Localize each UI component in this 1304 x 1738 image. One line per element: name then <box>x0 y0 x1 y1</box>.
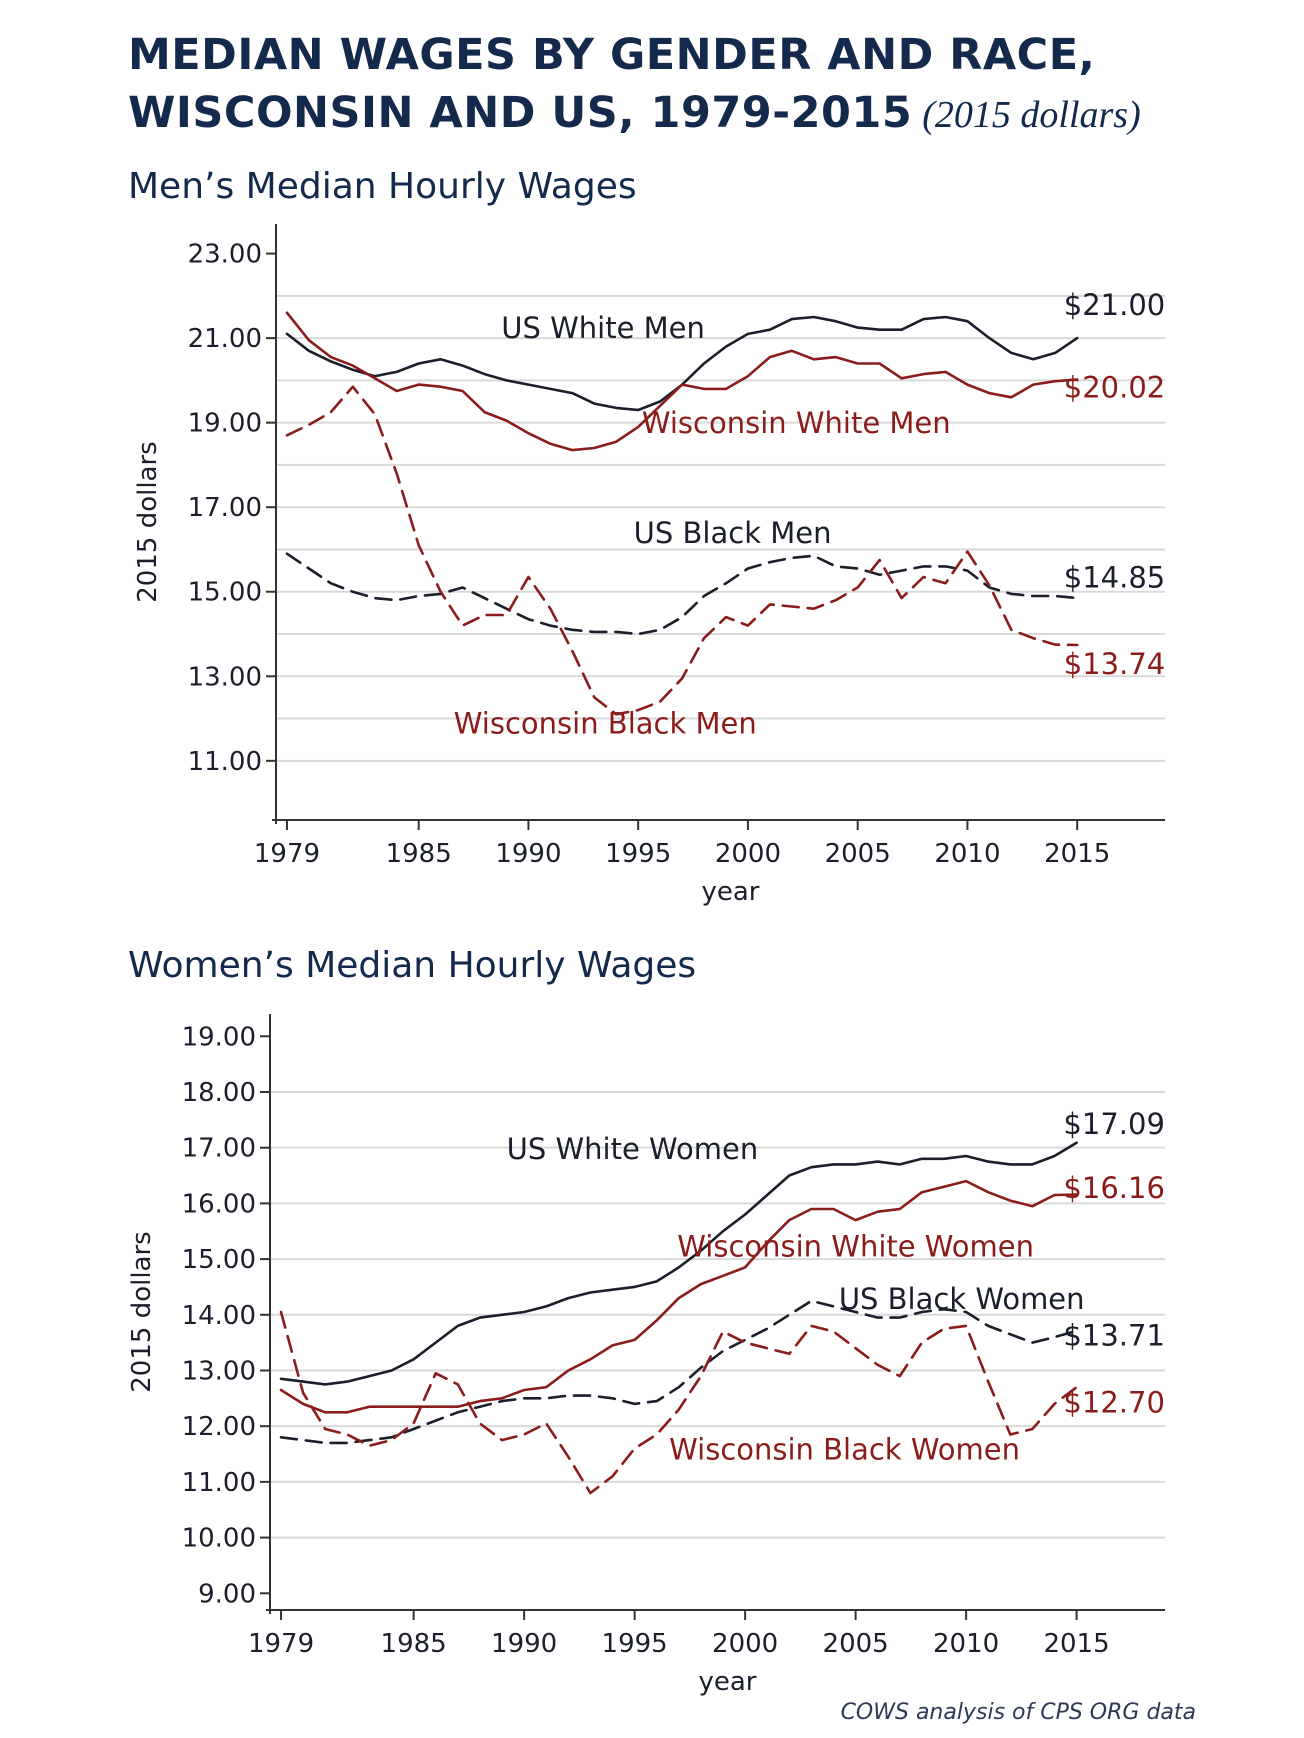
y-tick-label: 9.00 <box>198 1579 256 1609</box>
series-label-us-black-men: US Black Men <box>634 516 832 550</box>
gridlines <box>270 1090 1165 1539</box>
source-note: COWS analysis of CPS ORG data <box>840 1700 1196 1725</box>
y-tick-label: 18.00 <box>182 1078 256 1108</box>
end-value-label-us-white-women: $17.09 <box>1063 1107 1164 1141</box>
end-value-label-wisconsin-white-women: $16.16 <box>1063 1171 1164 1205</box>
x-tick-label: 2015 <box>1044 839 1110 869</box>
series-line-wisconsin-black-men <box>285 385 1079 716</box>
y-tick-label: 15.00 <box>182 1245 256 1275</box>
y-tick-label: 11.00 <box>188 747 262 777</box>
y-tick-label: 17.00 <box>182 1134 256 1164</box>
x-tick-label: 2010 <box>934 839 1000 869</box>
title-units: (2015 dollars) <box>922 94 1141 136</box>
women-wages-chart: 19.00 18.00 17.00 16.00 15.00 14.00 13.00 12.00… <box>127 1014 1165 1697</box>
series-line-us-black-women <box>279 1299 1078 1445</box>
x-tick-label: 2010 <box>933 1629 999 1659</box>
x-tick-label: 1979 <box>248 1629 314 1659</box>
y-tick-label: 19.00 <box>188 409 262 439</box>
y-tick-label: 21.00 <box>188 324 262 354</box>
series-label-wisconsin-white-men: Wisconsin White Men <box>642 406 951 440</box>
chart-main-title: MEDIAN WAGES BY GENDER AND RACE, WISCONS… <box>128 26 1141 144</box>
series-label-us-white-women: US White Women <box>507 1132 759 1166</box>
series-line-wisconsin-white-women <box>279 1179 1078 1414</box>
end-value-label-us-white-men: $21.00 <box>1064 288 1165 322</box>
x-axis-title: year <box>701 877 759 907</box>
title-line-1: MEDIAN WAGES BY GENDER AND RACE, <box>128 30 1096 80</box>
y-tick-label: 15.00 <box>188 578 262 608</box>
y-tick-label: 14.00 <box>182 1301 256 1331</box>
end-value-label-wisconsin-black-women: $12.70 <box>1063 1385 1164 1419</box>
y-tick-label: 17.00 <box>188 493 262 523</box>
gridlines <box>276 294 1165 762</box>
x-tick-label: 1990 <box>495 839 561 869</box>
y-tick-label: 10.00 <box>182 1524 256 1554</box>
x-tick-label: 2015 <box>1044 1629 1110 1659</box>
x-tick-label: 1985 <box>386 839 452 869</box>
series-line-wisconsin-white-men <box>285 311 1079 452</box>
title-line-2: WISCONSIN AND US, 1979-2015 <box>128 88 913 138</box>
end-value-label-wisconsin-black-men: $13.74 <box>1064 647 1165 681</box>
men-chart-title: Men’s Median Hourly Wages <box>128 166 637 207</box>
end-value-label-us-black-women: $13.71 <box>1063 1318 1164 1352</box>
series-label-us-white-men: US White Men <box>501 311 705 345</box>
y-tick-label: 19.00 <box>182 1022 256 1052</box>
women-chart-title: Women’s Median Hourly Wages <box>128 945 697 986</box>
x-tick-label: 1995 <box>602 1629 668 1659</box>
x-tick-label: 1990 <box>491 1629 557 1659</box>
men-wages-chart: 23.00 21.00 19.00 17.00 15.00 13.00 11.00 1979 1… <box>133 224 1165 907</box>
series-line-us-black-men <box>285 552 1079 636</box>
series-label-wisconsin-white-women: Wisconsin White Women <box>677 1229 1034 1263</box>
end-value-label-wisconsin-white-men: $20.02 <box>1064 370 1165 404</box>
y-tick-label: 11.00 <box>182 1468 256 1498</box>
y-tick-label: 13.00 <box>182 1356 256 1386</box>
y-tick-label: 16.00 <box>182 1189 256 1219</box>
y-tick-label: 13.00 <box>188 662 262 692</box>
series-label-wisconsin-black-men: Wisconsin Black Men <box>454 706 757 740</box>
y-tick-label: 12.00 <box>182 1412 256 1442</box>
series-line-us-white-women <box>279 1141 1078 1386</box>
x-tick-label: 1979 <box>254 839 320 869</box>
y-tick-label: 23.00 <box>188 240 262 270</box>
x-tick-label: 2000 <box>712 1629 778 1659</box>
y-axis-title: 2015 dollars <box>133 441 163 602</box>
x-tick-label: 2005 <box>823 1629 889 1659</box>
y-axis-title: 2015 dollars <box>127 1231 157 1392</box>
x-tick-label: 2000 <box>715 839 781 869</box>
series-line-wisconsin-black-women <box>279 1310 1078 1495</box>
series-label-wisconsin-black-women: Wisconsin Black Women <box>669 1433 1020 1467</box>
x-tick-label: 1995 <box>605 839 671 869</box>
series-label-us-black-women: US Black Women <box>839 1282 1085 1316</box>
x-tick-label: 2005 <box>825 839 891 869</box>
x-axis-title: year <box>698 1667 756 1697</box>
end-value-label-us-black-men: $14.85 <box>1064 561 1165 595</box>
x-tick-label: 1985 <box>381 1629 447 1659</box>
